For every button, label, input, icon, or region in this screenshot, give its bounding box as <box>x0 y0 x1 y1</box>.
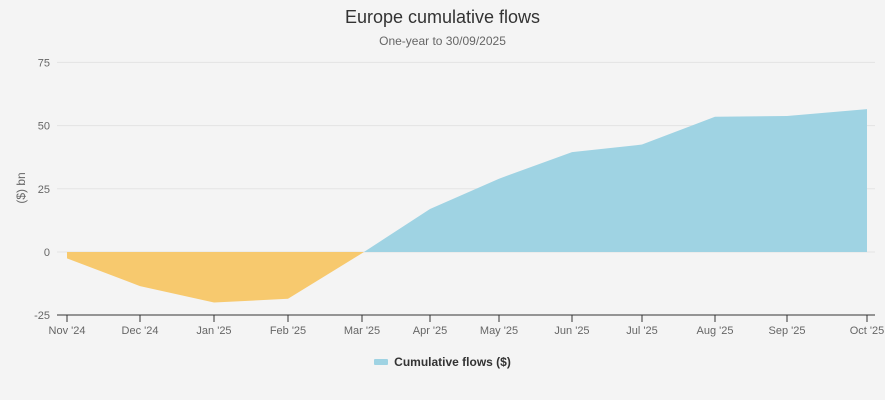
x-tick-label: Jul '25 <box>626 325 657 337</box>
x-tick-label: Oct '25 <box>850 325 885 337</box>
x-tick-label: Dec '24 <box>122 325 159 337</box>
x-tick-label: Mar '25 <box>344 325 380 337</box>
x-tick-label: Nov '24 <box>49 325 86 337</box>
legend-label: Cumulative flows ($) <box>394 355 511 369</box>
chart-subtitle: One-year to 30/09/2025 <box>379 34 506 48</box>
y-tick-label: 0 <box>44 247 50 259</box>
legend-swatch <box>374 359 389 365</box>
positive-area <box>67 109 867 252</box>
negative-area <box>67 252 867 303</box>
x-tick-label: Sep '25 <box>769 325 806 337</box>
y-tick-label: 25 <box>38 184 50 196</box>
x-tick-label: Jun '25 <box>554 325 589 337</box>
x-tick-label: May '25 <box>480 325 518 337</box>
x-tick-label: Jan '25 <box>196 325 231 337</box>
legend[interactable]: Cumulative flows ($) <box>0 355 885 369</box>
y-tick-label: -25 <box>34 310 50 322</box>
x-tick-label: Feb '25 <box>270 325 306 337</box>
x-tick-label: Apr '25 <box>413 325 448 337</box>
y-tick-label: 50 <box>38 121 50 133</box>
x-tick-label: Aug '25 <box>697 325 734 337</box>
y-tick-label: 75 <box>38 57 50 69</box>
chart-title: Europe cumulative flows <box>344 7 541 27</box>
y-axis-title: ($) bn <box>14 172 28 203</box>
